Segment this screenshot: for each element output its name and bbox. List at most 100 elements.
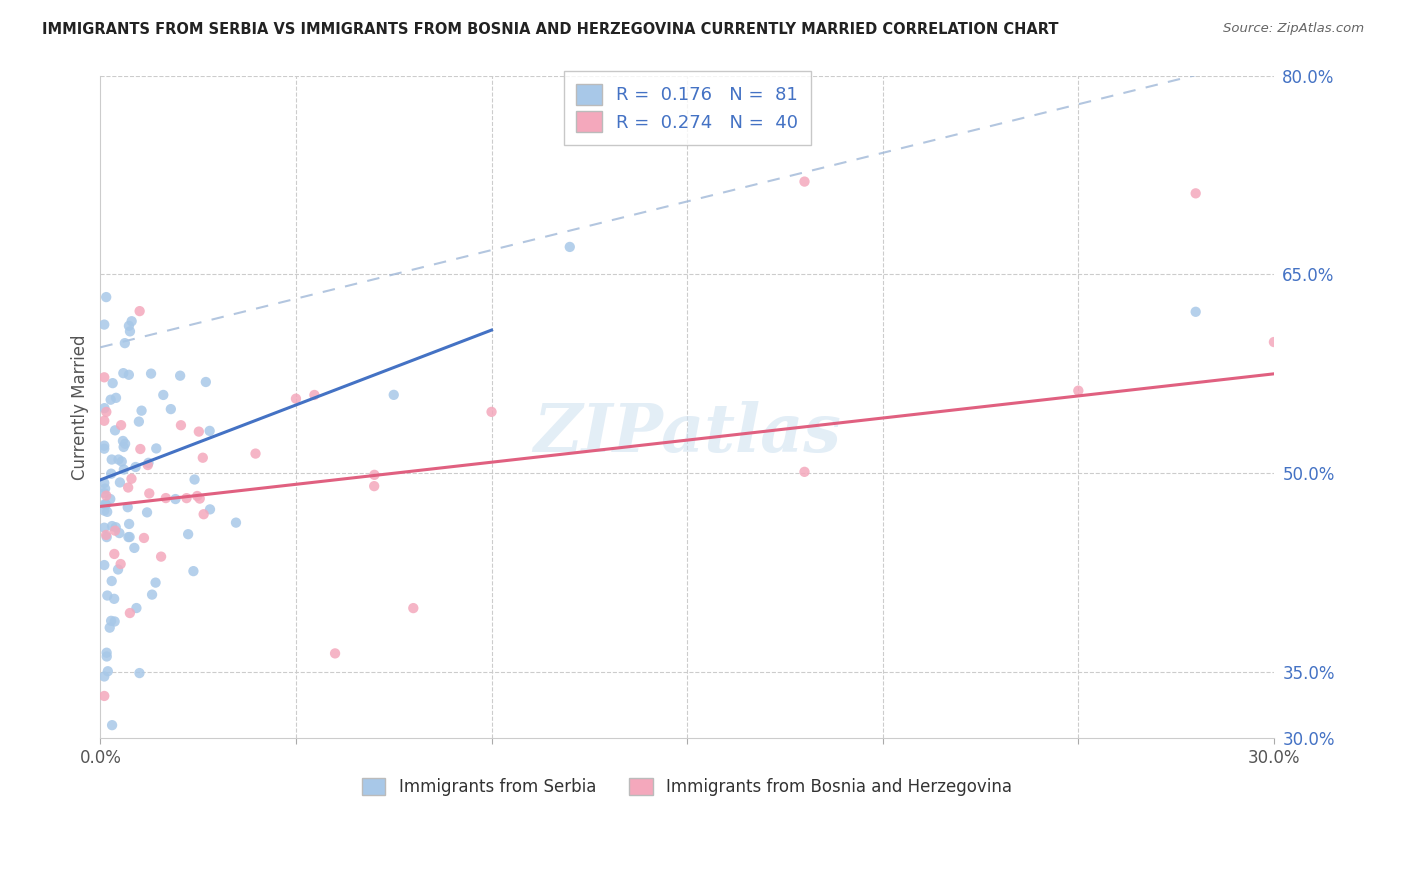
Point [107, 452, 129, 467]
Point [160, 402, 183, 417]
Point [1263, 334, 1285, 349]
Point [198, 424, 221, 438]
Point [96, 530, 118, 544]
Point [1184, 186, 1206, 201]
Point [363, 467, 385, 482]
Point [96, 649, 118, 664]
Point [131, 403, 153, 417]
Point [188, 491, 211, 506]
Point [150, 549, 173, 564]
Point [96, 505, 118, 519]
Point [183, 473, 205, 487]
Point [93, 442, 115, 456]
Point [94, 482, 117, 496]
Point [132, 531, 155, 545]
Point [169, 368, 191, 383]
Point [100, 392, 122, 407]
Point [176, 491, 198, 505]
Point [225, 516, 247, 530]
Point [100, 467, 122, 481]
Point [111, 454, 134, 468]
Point [1067, 384, 1090, 398]
Point [94, 498, 117, 512]
Point [93, 370, 115, 384]
Point [112, 462, 135, 476]
Point [793, 465, 815, 479]
Point [110, 557, 132, 571]
Point [93, 439, 115, 453]
Point [128, 415, 150, 429]
Point [111, 434, 134, 448]
Text: Source: ZipAtlas.com: Source: ZipAtlas.com [1223, 22, 1364, 36]
Point [117, 530, 139, 544]
Point [191, 450, 214, 465]
Point [104, 520, 127, 534]
Point [104, 524, 127, 538]
Point [363, 479, 385, 493]
Point [96, 489, 118, 503]
Point [245, 447, 267, 461]
Point [198, 502, 221, 516]
Point [136, 458, 159, 472]
Point [98, 491, 121, 506]
Point [193, 507, 215, 521]
Point [138, 486, 160, 500]
Point [118, 324, 141, 338]
Point [112, 440, 135, 454]
Point [1184, 305, 1206, 319]
Point [138, 456, 160, 470]
Point [194, 375, 217, 389]
Point [136, 505, 159, 519]
Point [304, 388, 326, 402]
Point [103, 591, 125, 606]
Point [165, 491, 187, 506]
Point [481, 405, 503, 419]
Point [104, 615, 127, 629]
Point [125, 601, 148, 615]
Point [114, 437, 136, 451]
Point [101, 718, 124, 732]
Point [177, 527, 200, 541]
Point [93, 521, 115, 535]
Point [94, 497, 117, 511]
Point [94, 498, 117, 512]
Point [101, 376, 124, 391]
Point [558, 240, 581, 254]
Point [93, 318, 115, 332]
Point [118, 516, 141, 531]
Point [101, 519, 124, 533]
Point [128, 666, 150, 681]
Point [118, 530, 141, 544]
Point [103, 547, 125, 561]
Point [94, 528, 117, 542]
Y-axis label: Currently Married: Currently Married [72, 334, 89, 480]
Point [93, 669, 115, 683]
Point [93, 475, 115, 490]
Point [793, 175, 815, 189]
Point [112, 366, 135, 380]
Point [145, 442, 167, 456]
Point [145, 575, 167, 590]
Point [108, 526, 131, 541]
Point [152, 388, 174, 402]
Point [118, 368, 141, 382]
Point [98, 621, 121, 635]
Point [93, 689, 115, 703]
Point [128, 304, 150, 318]
Point [93, 503, 115, 517]
Point [110, 418, 132, 433]
Point [284, 392, 307, 406]
Point [105, 391, 128, 405]
Point [93, 401, 115, 416]
Point [121, 472, 143, 486]
Point [118, 318, 141, 333]
Point [96, 405, 118, 419]
Point [170, 418, 193, 433]
Point [323, 647, 346, 661]
Point [93, 558, 115, 572]
Point [187, 425, 209, 439]
Point [96, 290, 118, 304]
Point [93, 486, 115, 500]
Point [121, 314, 143, 328]
Point [124, 460, 146, 475]
